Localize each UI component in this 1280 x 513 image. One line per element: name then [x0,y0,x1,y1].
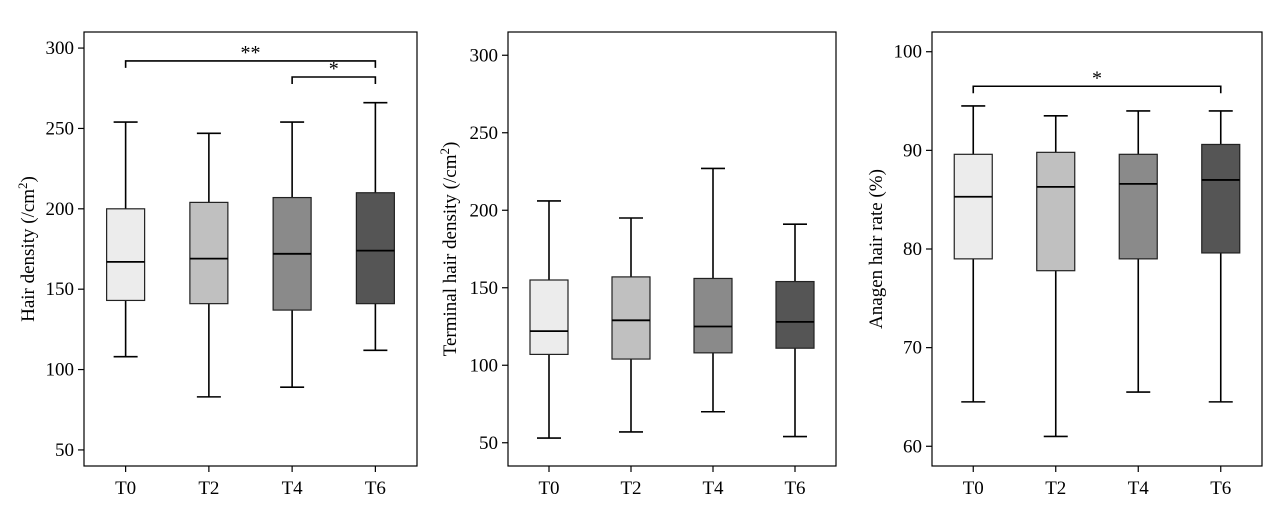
significance-bracket: * [972,67,1222,94]
box-T6 [355,101,395,352]
box-T0 [529,200,569,439]
y-tick-label: 100 [46,360,75,381]
plot-frame [83,31,418,467]
bracket-line [291,76,377,85]
y-tick-label: 80 [903,239,922,260]
box-iqr [775,280,815,349]
box-T0 [953,105,993,403]
significance-bracket: * [291,58,377,85]
x-tick-label: T4 [1128,478,1150,499]
y-tick-label: 300 [470,45,499,66]
x-tick-label: T4 [702,478,724,499]
bracket-line [972,85,1222,94]
y-axis-title: Hair density (/cm2) [15,176,39,322]
significance-label: * [329,58,339,80]
box-iqr [953,153,993,260]
y-axis-title-main: Terminal hair density (/cm [440,154,461,356]
box-T0 [106,121,146,358]
box-iqr [1036,151,1076,272]
x-tick-label: T2 [198,478,219,499]
y-tick-label: 150 [46,279,75,300]
y-tick-label: 250 [46,118,75,139]
significance-label: ** [241,42,261,64]
box-iqr [189,201,229,305]
x-tick-label: T6 [1210,478,1231,499]
y-tick-label: 200 [470,200,499,221]
box-iqr [693,277,733,354]
box-iqr [529,279,569,356]
x-tick-label: T2 [620,478,641,499]
box-iqr [106,208,146,302]
x-tick-label: T0 [115,478,136,499]
x-tick-label: T0 [538,478,559,499]
x-tick-label: T4 [282,478,304,499]
box-iqr [611,276,651,360]
box-iqr [1118,153,1158,260]
chart-panel-3: 60 70 80 90 100 T0 T2 T4 T6 * Anagen hair rate (%) [866,31,1263,499]
y-axis-title-main: Anagen hair rate (%) [866,169,887,329]
x-tick-label: T2 [1045,478,1066,499]
bracket-line [124,60,377,68]
plot-frame [507,31,837,467]
x-tick-label: T6 [365,478,386,499]
y-axis-title-end: ) [440,142,461,148]
box-T4 [693,167,733,413]
y-tick-label: 90 [903,140,922,161]
y-tick-label: 200 [46,199,75,220]
x-tick-label: T6 [784,478,805,499]
y-axis-title: Terminal hair density (/cm2) [437,142,461,357]
box-T2 [611,217,651,433]
box-iqr [1201,143,1241,254]
y-tick-label: 70 [903,338,922,359]
box-T2 [189,132,229,398]
box-T4 [1118,110,1158,393]
y-tick-label: 250 [470,123,499,144]
box-T6 [1201,110,1241,403]
significance-label: * [1092,67,1102,89]
y-tick-label: 150 [470,278,499,299]
y-axis-title: Anagen hair rate (%) [866,169,887,329]
y-tick-label: 100 [894,42,923,63]
x-tick-label: T0 [963,478,984,499]
y-tick-label: 50 [479,433,498,454]
y-axis-title-end: ) [18,176,39,182]
y-tick-label: 100 [470,355,499,376]
y-axis-title-main: Hair density (/cm [18,189,39,322]
significance-bracket: ** [124,42,377,68]
y-tick-label: 60 [903,436,922,457]
box-T4 [272,121,312,389]
y-tick-label: 300 [46,38,75,59]
y-tick-label: 50 [55,440,74,461]
y-axis-title-sup: 2 [15,182,30,189]
box-T6 [775,223,815,438]
box-T2 [1036,115,1076,438]
y-axis-title-sup: 2 [437,148,452,155]
chart-panel-2: 50 100 150 200 250 300 T0 T2 T4 T6 Terminal hair d… [437,31,837,499]
box-iqr [355,192,395,305]
